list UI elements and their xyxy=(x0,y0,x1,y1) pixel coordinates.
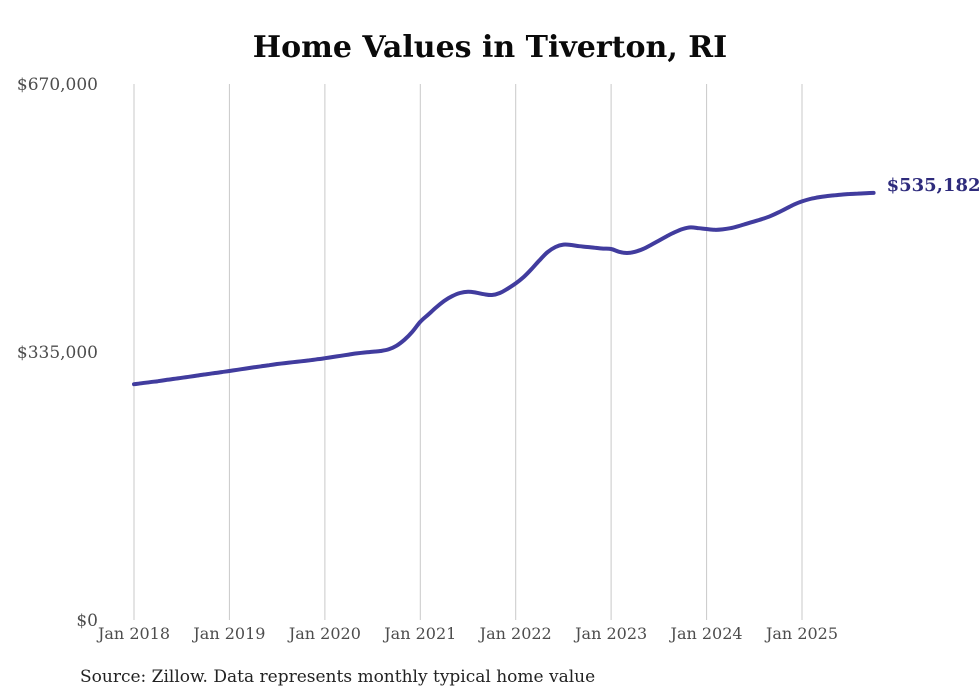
home-value-line xyxy=(132,190,876,387)
x-tick-label: Jan 2024 xyxy=(670,624,743,643)
source-note: Source: Zillow. Data represents monthly … xyxy=(80,667,596,687)
x-tick-label: Jan 2025 xyxy=(765,624,839,643)
gridlines xyxy=(133,84,803,620)
y-tick-label: $0 xyxy=(76,611,98,631)
x-tick-label: Jan 2019 xyxy=(193,624,266,643)
x-tick-label: Jan 2021 xyxy=(384,624,457,643)
x-tick-label: Jan 2023 xyxy=(575,624,648,643)
y-tick-label: $670,000 xyxy=(16,75,98,95)
y-tick-label: $335,000 xyxy=(16,343,98,363)
x-tick-label: Jan 2022 xyxy=(479,624,552,643)
final-value-label: $535,182 xyxy=(886,174,980,196)
page-title: Home Values in Tiverton, RI xyxy=(252,30,728,65)
x-tick-label: Jan 2018 xyxy=(97,624,171,643)
x-tick-label: Jan 2020 xyxy=(288,624,361,643)
